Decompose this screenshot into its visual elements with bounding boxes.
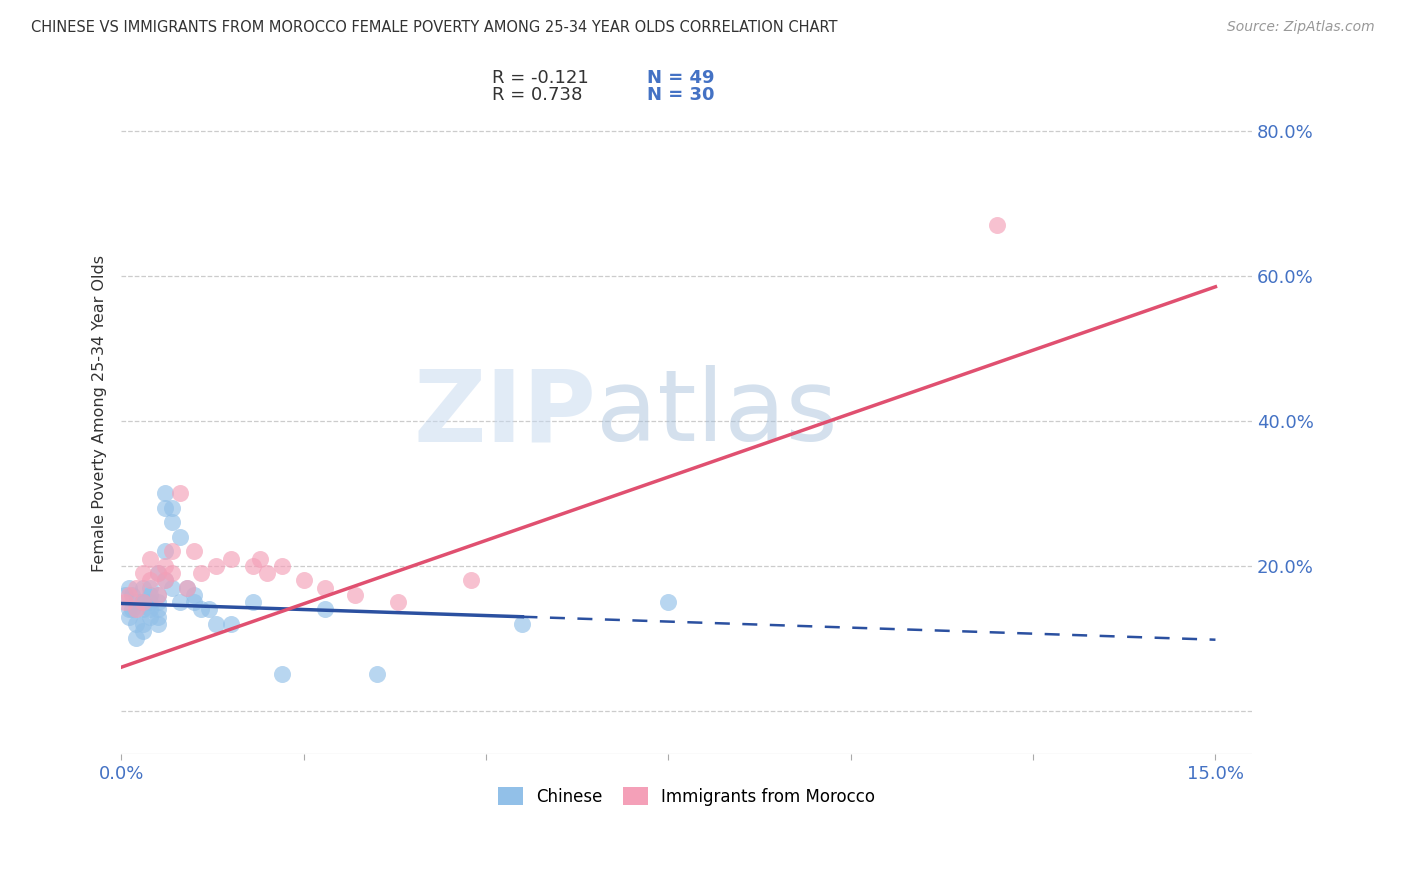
Point	[169, 530, 191, 544]
Point	[162, 566, 184, 580]
Point	[657, 595, 679, 609]
Point	[190, 566, 212, 580]
Point	[132, 595, 155, 609]
Text: R = -0.121: R = -0.121	[492, 69, 589, 87]
Point	[125, 616, 148, 631]
Point	[242, 558, 264, 573]
Point	[132, 602, 155, 616]
Text: ZIP: ZIP	[413, 365, 596, 462]
Point	[256, 566, 278, 580]
Point	[387, 595, 409, 609]
Point	[132, 595, 155, 609]
Point	[132, 624, 155, 638]
Point	[292, 574, 315, 588]
Point	[139, 588, 162, 602]
Point	[205, 558, 228, 573]
Text: Source: ZipAtlas.com: Source: ZipAtlas.com	[1227, 20, 1375, 34]
Point	[139, 574, 162, 588]
Point	[162, 500, 184, 515]
Point	[219, 551, 242, 566]
Point	[125, 595, 148, 609]
Point	[242, 595, 264, 609]
Point	[153, 544, 176, 558]
Point	[205, 616, 228, 631]
Point	[219, 616, 242, 631]
Point	[183, 595, 205, 609]
Point	[114, 588, 136, 602]
Point	[117, 588, 139, 602]
Point	[162, 516, 184, 530]
Point	[176, 581, 198, 595]
Point	[125, 632, 148, 646]
Point	[176, 581, 198, 595]
Point	[146, 602, 169, 616]
Point	[139, 602, 162, 616]
Y-axis label: Female Poverty Among 25-34 Year Olds: Female Poverty Among 25-34 Year Olds	[93, 255, 107, 572]
Legend: Chinese, Immigrants from Morocco: Chinese, Immigrants from Morocco	[489, 780, 883, 814]
Point	[132, 581, 155, 595]
Point	[169, 486, 191, 500]
Point	[125, 602, 148, 616]
Point	[366, 667, 388, 681]
Point	[117, 602, 139, 616]
Point	[146, 588, 169, 602]
Point	[153, 486, 176, 500]
Point	[314, 581, 336, 595]
Text: CHINESE VS IMMIGRANTS FROM MOROCCO FEMALE POVERTY AMONG 25-34 YEAR OLDS CORRELAT: CHINESE VS IMMIGRANTS FROM MOROCCO FEMAL…	[31, 20, 838, 35]
Point	[139, 551, 162, 566]
Point	[190, 602, 212, 616]
Point	[153, 574, 176, 588]
Point	[114, 595, 136, 609]
Point	[183, 544, 205, 558]
Point	[117, 609, 139, 624]
Point	[132, 595, 155, 609]
Point	[169, 595, 191, 609]
Point	[139, 609, 162, 624]
Point	[121, 588, 143, 602]
Point	[197, 602, 219, 616]
Point	[139, 581, 162, 595]
Point	[146, 566, 169, 580]
Point	[125, 581, 148, 595]
Point	[139, 595, 162, 609]
Point	[249, 551, 271, 566]
Point	[314, 602, 336, 616]
Point	[162, 544, 184, 558]
Point	[117, 581, 139, 595]
Point	[343, 588, 366, 602]
Text: N = 30: N = 30	[647, 87, 714, 104]
Point	[146, 595, 169, 609]
Point	[153, 574, 176, 588]
Point	[512, 616, 534, 631]
Text: R = 0.738: R = 0.738	[492, 87, 582, 104]
Point	[986, 218, 1008, 232]
Point	[153, 558, 176, 573]
Point	[132, 566, 155, 580]
Point	[132, 616, 155, 631]
Text: N = 49: N = 49	[647, 69, 714, 87]
Point	[121, 602, 143, 616]
Point	[183, 588, 205, 602]
Point	[460, 574, 482, 588]
Point	[153, 500, 176, 515]
Point	[125, 602, 148, 616]
Point	[270, 667, 292, 681]
Point	[146, 566, 169, 580]
Point	[146, 588, 169, 602]
Point	[162, 581, 184, 595]
Point	[146, 609, 169, 624]
Point	[146, 616, 169, 631]
Point	[270, 558, 292, 573]
Text: atlas: atlas	[596, 365, 838, 462]
